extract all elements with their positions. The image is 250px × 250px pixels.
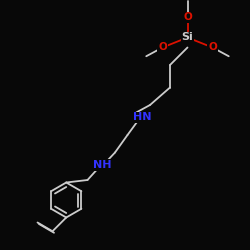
Text: Si: Si: [182, 32, 194, 42]
Text: O: O: [183, 12, 192, 22]
Text: HN: HN: [133, 112, 152, 122]
Text: O: O: [208, 42, 217, 52]
Text: NH: NH: [93, 160, 112, 170]
Text: O: O: [158, 42, 167, 52]
